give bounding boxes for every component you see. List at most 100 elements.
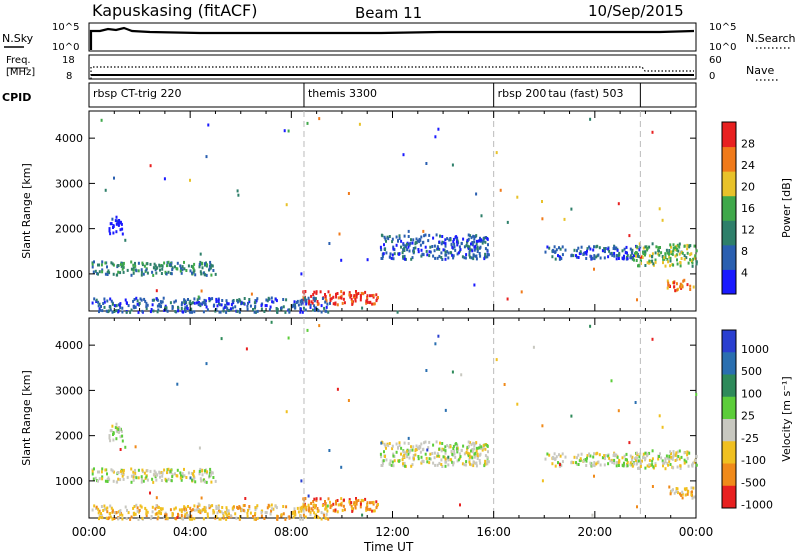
colorbar-tick-label: 24 [741,159,755,172]
echo-cell [681,490,684,494]
echo-cell [306,121,309,125]
echo-cell [657,246,660,250]
echo-cell [691,264,694,268]
echo-cell [439,441,441,445]
echo-cell [171,512,174,515]
echo-cell [134,305,137,309]
echo-cell [181,268,184,272]
echo-cell [451,452,454,456]
echo-cell [119,427,121,431]
echo-cell [324,507,327,511]
echo-cell [122,477,125,481]
echo-cell [470,236,473,240]
echo-cell [254,304,257,308]
echo-cell [95,505,98,509]
echo-cell [532,345,535,349]
echo-cell [104,468,107,472]
echo-cell [315,498,318,502]
echo-cell [642,456,645,459]
echo-cell [631,248,634,252]
echo-cell [435,233,438,237]
echo-cell [117,516,120,520]
echo-cell [106,271,109,274]
echo-cell [106,265,108,269]
echo-cell [679,282,682,286]
echo-cell [624,458,627,462]
echo-cell [691,496,694,500]
echo-cell [158,303,161,306]
echo-cell [198,446,201,450]
echo-cell [687,261,690,265]
echo-cell [588,245,591,249]
echo-cell [170,272,173,276]
echo-cell [187,505,189,508]
echo-cell [315,306,318,310]
echo-cell [407,436,410,440]
echo-cell [670,489,673,493]
echo-cell [226,307,229,311]
echo-cell [636,505,638,509]
echo-cell [422,253,425,257]
echo-cell [211,471,214,475]
echo-cell [560,257,563,261]
echo-cell [324,295,327,298]
echo-cell [297,510,300,514]
echo-cell [635,245,638,249]
echo-cell [644,253,646,257]
echo-cell [254,299,257,303]
echo-cell [137,310,140,314]
y-tick-label: 2000 [55,223,83,236]
echo-cell [380,248,383,252]
echo-cell [591,256,594,260]
echo-cell [226,509,229,513]
echo-cell [196,301,198,305]
echo-cell [328,242,331,245]
echo-cell [164,511,167,515]
echo-cell [146,510,149,514]
echo-cell [611,460,614,464]
echo-cell [211,297,214,301]
echo-cell [425,162,428,165]
echo-cell [582,252,585,256]
echo-cell [155,512,158,516]
echo-cell [402,255,404,259]
echo-cell [667,463,670,467]
echo-cell [595,245,598,249]
echo-cell [678,245,681,249]
echo-cell [93,297,96,301]
echo-cell [457,448,460,452]
cpid-panel: CPID rbsp CT-trig 220 themis 3300 rbsp 200… [2,82,697,108]
echo-cell [101,260,104,264]
echo-cell [164,513,167,517]
echo-cell [438,447,441,451]
echo-cell [208,299,211,303]
echo-cell [364,290,367,294]
echo-cell [629,463,632,467]
echo-cell [199,509,202,513]
echo-cell [135,296,138,300]
echo-cell [327,517,330,521]
echo-cell [121,474,124,478]
echo-cell [371,294,374,298]
echo-cell [456,459,459,463]
echo-cell [311,508,314,512]
echo-cell [634,251,637,254]
echo-cell [140,268,143,272]
echo-cell [316,302,319,306]
echo-cell [124,238,127,242]
echo-cell [335,292,337,296]
echo-cell [149,310,152,314]
echo-cell [436,452,439,456]
echo-cell [225,299,228,303]
echo-cell [219,303,222,307]
echo-cell [593,464,596,468]
echo-cell [335,499,337,503]
echo-cell [473,442,476,446]
echo-cell [476,452,479,456]
echo-cell [551,455,554,459]
echo-cell [201,473,204,477]
echo-cell [460,373,463,377]
echo-cell [106,510,109,514]
echo-cell [154,512,157,516]
x-tick-label: 00:00 [679,525,714,539]
